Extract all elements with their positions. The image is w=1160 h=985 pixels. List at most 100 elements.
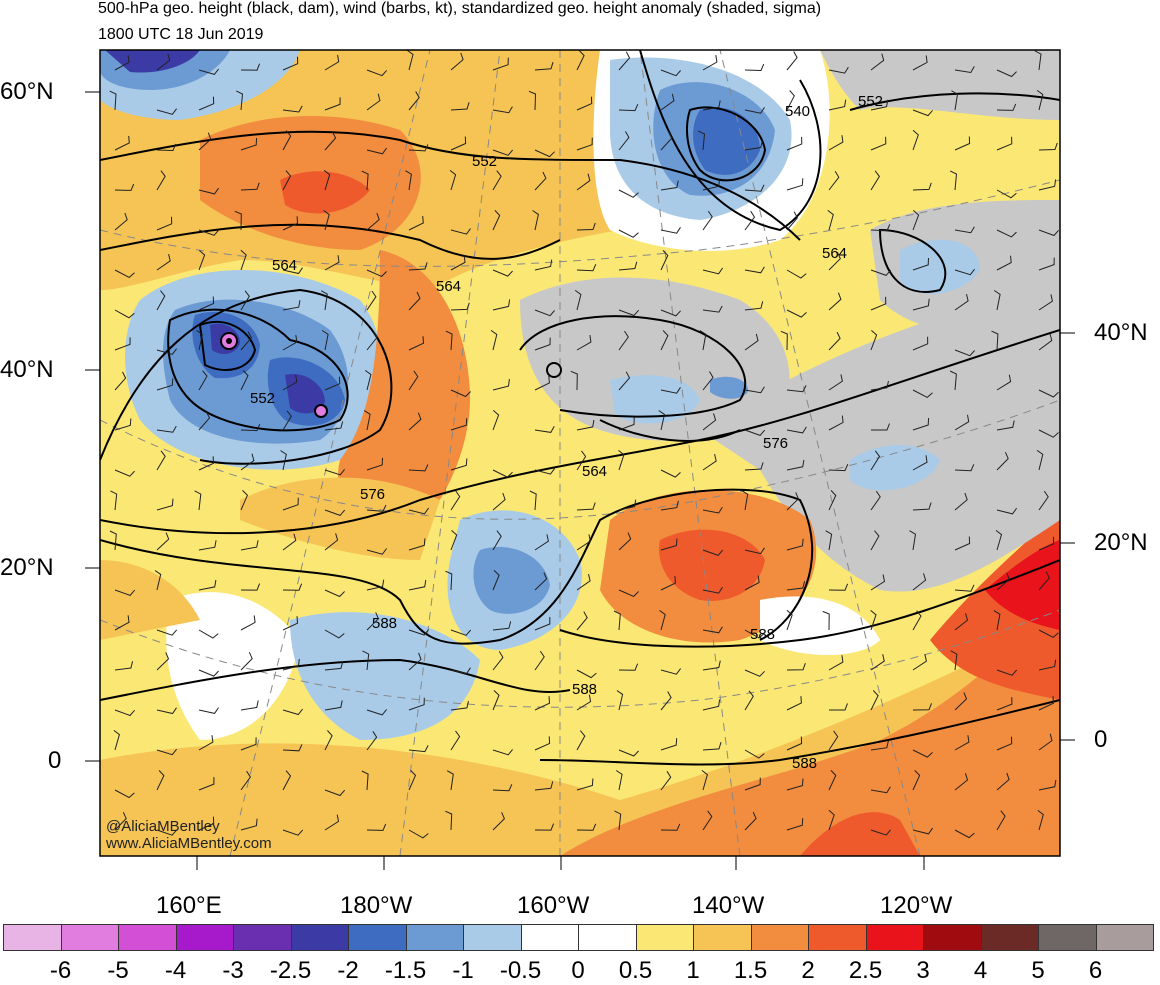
wind-barb — [1038, 229, 1059, 237]
wind-barb — [954, 692, 968, 711]
wind-barb — [324, 97, 341, 111]
wind-barb — [198, 777, 215, 791]
graticule — [100, 50, 1060, 856]
wind-barb — [786, 459, 805, 471]
wind-barb — [240, 423, 261, 432]
wind-barb — [1034, 50, 1042, 71]
wind-barb — [996, 69, 1017, 78]
wind-barb — [828, 583, 849, 591]
wind-barb — [950, 650, 958, 671]
wind-barb — [660, 738, 678, 751]
wind-barb — [870, 224, 891, 232]
contour-label: 564 — [822, 245, 847, 262]
wind-barb — [534, 171, 547, 191]
wind-barb — [570, 370, 578, 391]
wind-barb — [870, 136, 887, 151]
wind-barb — [870, 269, 892, 276]
wind-barb — [282, 616, 299, 631]
contour-label: 576 — [360, 486, 385, 503]
wind-barb — [240, 370, 249, 391]
wind-barb — [912, 610, 922, 631]
wind-barb — [576, 137, 593, 151]
wind-barb — [660, 500, 679, 511]
wind-barb — [576, 264, 597, 272]
wind-barb — [702, 549, 724, 556]
wind-barb — [991, 330, 999, 351]
wind-barb — [534, 823, 555, 831]
wind-barb — [534, 375, 550, 391]
low-center-markers — [220, 332, 562, 418]
wind-barb — [282, 374, 298, 391]
wind-barb — [786, 309, 807, 318]
wind-barb — [702, 660, 721, 671]
colorbar-label: 4 — [973, 957, 988, 984]
colorbar-swatch — [118, 924, 177, 951]
wind-barb — [534, 309, 555, 317]
wind-barb — [408, 336, 425, 351]
wind-barb — [532, 210, 539, 231]
wind-barb — [156, 770, 165, 791]
wind-barb — [114, 615, 130, 631]
wind-barb — [1038, 142, 1058, 151]
wind-barb — [534, 572, 548, 591]
wind-barb — [450, 102, 470, 111]
colorbar-swatch — [1038, 924, 1097, 951]
wind-barb — [870, 53, 885, 71]
wind-barb — [871, 423, 890, 431]
wind-barb — [870, 740, 889, 751]
wind-barb — [744, 184, 765, 192]
wind-barb — [321, 330, 329, 351]
wind-barb — [492, 530, 502, 551]
wind-barb — [702, 413, 717, 431]
wind-barb — [282, 56, 299, 71]
wind-barb — [282, 410, 292, 431]
wind-barb — [324, 589, 345, 598]
wind-barb — [702, 179, 721, 191]
wind-barb — [408, 507, 430, 515]
wind-barb — [658, 410, 666, 431]
wind-barb — [786, 609, 793, 631]
wind-barb — [912, 55, 928, 71]
wind-barb — [828, 415, 844, 431]
wind-barb — [320, 290, 328, 311]
contour-label: 588 — [372, 615, 397, 632]
colorbar-swatch — [233, 924, 292, 951]
wind-barb — [324, 509, 346, 516]
colorbar-swatch — [1095, 924, 1154, 951]
wind-barb — [492, 57, 509, 71]
anomaly-shading — [100, 50, 1060, 856]
wind-barb — [744, 547, 765, 555]
colorbar-swatch — [463, 924, 522, 951]
wind-barb — [324, 421, 344, 431]
wind-barb — [660, 668, 681, 675]
wind-barb — [744, 210, 756, 231]
wind-barb — [114, 418, 132, 431]
wind-barb — [954, 613, 969, 631]
wind-barb — [744, 777, 761, 791]
wind-barb — [534, 534, 549, 551]
wind-barb — [870, 786, 891, 794]
wind-barb — [697, 130, 706, 151]
wind-barb — [1038, 733, 1053, 751]
wind-barb — [828, 463, 849, 472]
wind-barb — [109, 530, 117, 551]
wind-barb — [870, 654, 885, 671]
wind-barb — [240, 615, 256, 631]
wind-barb — [954, 735, 970, 751]
wind-barb — [450, 667, 471, 675]
wind-barb — [240, 737, 257, 751]
wind-barb — [954, 293, 969, 311]
wind-barb — [492, 651, 504, 671]
wind-barb — [744, 107, 765, 114]
colorbar-swatch — [865, 924, 924, 951]
wind-barb — [114, 309, 135, 319]
wind-barb — [996, 772, 1010, 791]
axis-ticks — [85, 91, 1075, 870]
wind-barb — [366, 457, 383, 471]
wind-barb — [196, 330, 203, 351]
wind-barb — [198, 629, 219, 639]
credit-handle: @AliciaMBentley — [106, 818, 220, 835]
wind-barb — [366, 331, 378, 351]
wind-barb — [912, 417, 930, 431]
